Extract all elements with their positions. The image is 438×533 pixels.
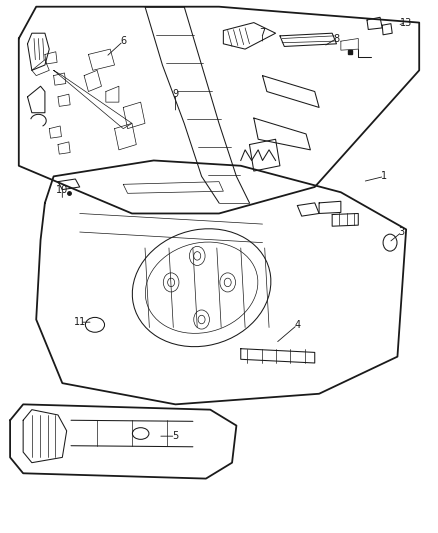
Text: 10: 10 [56, 184, 68, 195]
Text: 11: 11 [74, 317, 86, 327]
Text: 7: 7 [259, 28, 266, 38]
Text: 6: 6 [120, 36, 126, 46]
Text: 1: 1 [381, 172, 388, 181]
Text: 13: 13 [400, 18, 412, 28]
Text: 5: 5 [172, 431, 179, 441]
Text: 4: 4 [294, 320, 300, 330]
Text: 9: 9 [173, 89, 179, 99]
Text: 8: 8 [333, 34, 339, 44]
Text: 3: 3 [399, 227, 405, 237]
